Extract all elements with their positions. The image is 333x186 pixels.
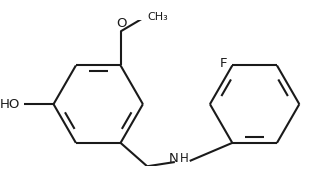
Text: H: H xyxy=(180,152,189,165)
Text: HO: HO xyxy=(0,98,21,111)
Text: N: N xyxy=(169,152,178,165)
Text: O: O xyxy=(116,17,127,30)
Text: CH₃: CH₃ xyxy=(147,12,168,22)
Text: F: F xyxy=(219,57,227,70)
